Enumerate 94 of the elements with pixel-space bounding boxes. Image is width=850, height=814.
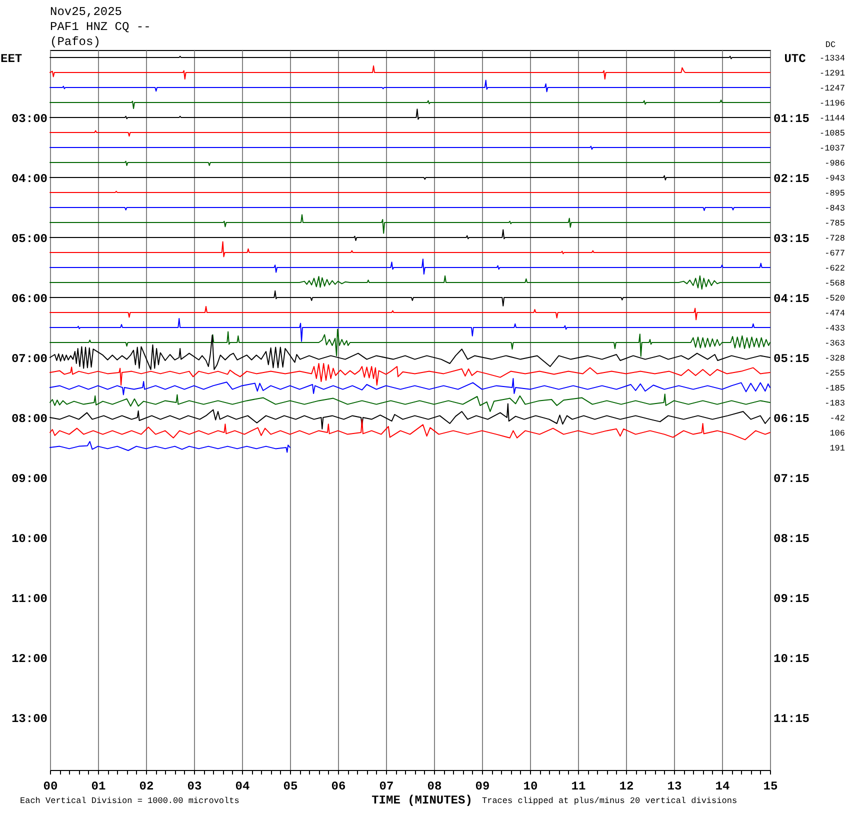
x-tick-label: 07 (379, 780, 394, 794)
y2-tick-label: 02:15 (774, 172, 810, 186)
line-series (50, 441, 290, 453)
x-tick-label: 05 (283, 780, 298, 794)
x-tick-label: 09 (475, 780, 490, 794)
y-tick-label: 09:00 (11, 472, 48, 486)
x-tick-label: 14 (715, 780, 730, 794)
line-series (50, 258, 770, 275)
line-series (50, 318, 770, 342)
x-tick-label: 00 (43, 780, 58, 794)
text: 191 (830, 444, 845, 454)
y-tick-label: 13:00 (11, 712, 48, 726)
line-series (50, 334, 770, 370)
text: -895 (824, 188, 845, 198)
x-tick-label: 02 (139, 780, 154, 794)
y2-tick-label: 03:15 (774, 232, 810, 246)
y2-tick-label: 08:15 (774, 532, 810, 546)
x-tick-label: 04 (235, 780, 250, 794)
text: -677 (824, 248, 845, 258)
line-series (50, 378, 770, 396)
x-tick-label: 10 (523, 780, 538, 794)
y2-axis-title: UTC (784, 52, 806, 66)
text: -986 (824, 158, 845, 168)
line-series (50, 80, 770, 92)
x-axis-title: TIME (MINUTES) (372, 794, 472, 808)
text: DC (825, 40, 836, 50)
line-series (50, 363, 770, 386)
y2-tick-label: 06:15 (774, 412, 810, 426)
y-tick-label: 07:00 (11, 352, 48, 366)
y2-tick-label: 01:15 (774, 112, 810, 126)
x-tick-label: 11 (571, 780, 586, 794)
y-tick-label: 04:00 (11, 172, 48, 186)
text: -943 (824, 174, 845, 184)
y2-tick-label: 04:15 (774, 292, 810, 306)
line-series (50, 419, 770, 440)
y-axis-title: EET (0, 52, 22, 66)
x-tick-label: 03 (187, 780, 202, 794)
text: -1196 (819, 98, 845, 108)
text: -185 (824, 384, 845, 394)
line-series (50, 241, 770, 258)
y2-tick-label: 09:15 (774, 592, 810, 606)
line-series (50, 394, 770, 412)
line-series (50, 229, 770, 241)
text: -1334 (819, 54, 845, 64)
text: -42 (830, 414, 845, 424)
y-tick-label: 03:00 (11, 112, 48, 126)
chart-title: Nov25,2025 (50, 5, 122, 19)
line-series (50, 290, 770, 306)
text: -1291 (819, 68, 845, 78)
text: -1037 (819, 144, 845, 154)
text: -843 (824, 204, 845, 214)
text: -1144 (819, 114, 845, 124)
text: -363 (824, 338, 845, 348)
chart-subtitle: PAF1 HNZ CQ -- (50, 20, 151, 34)
y-tick-label: 12:00 (11, 652, 48, 666)
text: -728 (824, 234, 845, 244)
y2-tick-label: 07:15 (774, 472, 810, 486)
line-series (50, 275, 770, 290)
y-tick-label: 08:00 (11, 412, 48, 426)
y2-tick-label: 05:15 (774, 352, 810, 366)
y-tick-label: 11:00 (11, 592, 48, 606)
text: -622 (824, 264, 845, 274)
text: -1247 (819, 84, 845, 94)
line-series (50, 403, 770, 430)
x-tick-label: 06 (331, 780, 346, 794)
text: -433 (824, 324, 845, 334)
x-tick-label: 12 (619, 780, 634, 794)
text: -520 (824, 294, 845, 304)
y2-tick-label: 11:15 (774, 712, 810, 726)
line-series (50, 108, 770, 120)
text: -568 (824, 278, 845, 288)
x-tick-label: 01 (91, 780, 106, 794)
y-tick-label: 10:00 (11, 532, 48, 546)
text: Each Vertical Division = 1000.00 microvolts (20, 796, 240, 806)
text: (Pafos) (50, 35, 100, 49)
x-tick-label: 15 (763, 780, 778, 794)
line-series (50, 328, 770, 357)
line-series (50, 306, 770, 320)
text: -255 (824, 368, 845, 378)
y-tick-label: 06:00 (11, 292, 48, 306)
text: -183 (824, 398, 845, 408)
text: -474 (824, 308, 845, 318)
text: 106 (830, 428, 845, 438)
y-tick-label: 05:00 (11, 232, 48, 246)
text: -785 (824, 218, 845, 228)
line-series (50, 100, 770, 109)
text: Traces clipped at plus/minus 20 vertical divisions (482, 796, 738, 806)
line-series (50, 214, 770, 234)
y2-tick-label: 10:15 (774, 652, 810, 666)
line-series (50, 65, 770, 80)
x-tick-label: 13 (667, 780, 682, 794)
x-tick-label: 08 (427, 780, 442, 794)
text: -328 (824, 354, 845, 364)
text: -1085 (819, 128, 845, 138)
